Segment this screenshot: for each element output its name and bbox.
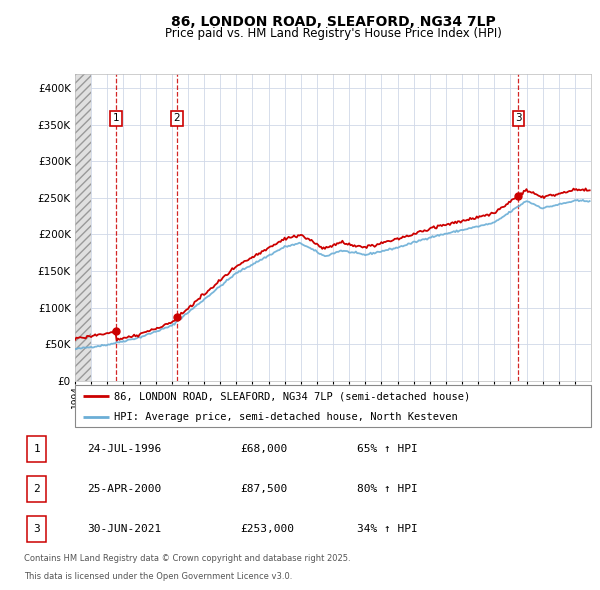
- Text: £87,500: £87,500: [240, 484, 287, 494]
- Text: 3: 3: [515, 113, 522, 123]
- Text: £253,000: £253,000: [240, 525, 294, 534]
- Text: Price paid vs. HM Land Registry's House Price Index (HPI): Price paid vs. HM Land Registry's House …: [164, 27, 502, 40]
- Text: Contains HM Land Registry data © Crown copyright and database right 2025.: Contains HM Land Registry data © Crown c…: [24, 555, 350, 563]
- Text: 1: 1: [113, 113, 119, 123]
- FancyBboxPatch shape: [27, 436, 46, 462]
- Text: 80% ↑ HPI: 80% ↑ HPI: [357, 484, 418, 494]
- Text: 30-JUN-2021: 30-JUN-2021: [87, 525, 161, 534]
- Text: 65% ↑ HPI: 65% ↑ HPI: [357, 444, 418, 454]
- Text: 3: 3: [33, 525, 40, 534]
- Text: 34% ↑ HPI: 34% ↑ HPI: [357, 525, 418, 534]
- Text: 86, LONDON ROAD, SLEAFORD, NG34 7LP: 86, LONDON ROAD, SLEAFORD, NG34 7LP: [170, 15, 496, 29]
- Text: £68,000: £68,000: [240, 444, 287, 454]
- Text: HPI: Average price, semi-detached house, North Kesteven: HPI: Average price, semi-detached house,…: [114, 412, 457, 422]
- Text: This data is licensed under the Open Government Licence v3.0.: This data is licensed under the Open Gov…: [24, 572, 292, 581]
- Text: 2: 2: [33, 484, 40, 494]
- Text: 1: 1: [33, 444, 40, 454]
- Bar: [75, 74, 91, 381]
- FancyBboxPatch shape: [27, 516, 46, 542]
- Text: 25-APR-2000: 25-APR-2000: [87, 484, 161, 494]
- FancyBboxPatch shape: [27, 476, 46, 502]
- Text: 2: 2: [173, 113, 180, 123]
- Text: 24-JUL-1996: 24-JUL-1996: [87, 444, 161, 454]
- Text: 86, LONDON ROAD, SLEAFORD, NG34 7LP (semi-detached house): 86, LONDON ROAD, SLEAFORD, NG34 7LP (sem…: [114, 391, 470, 401]
